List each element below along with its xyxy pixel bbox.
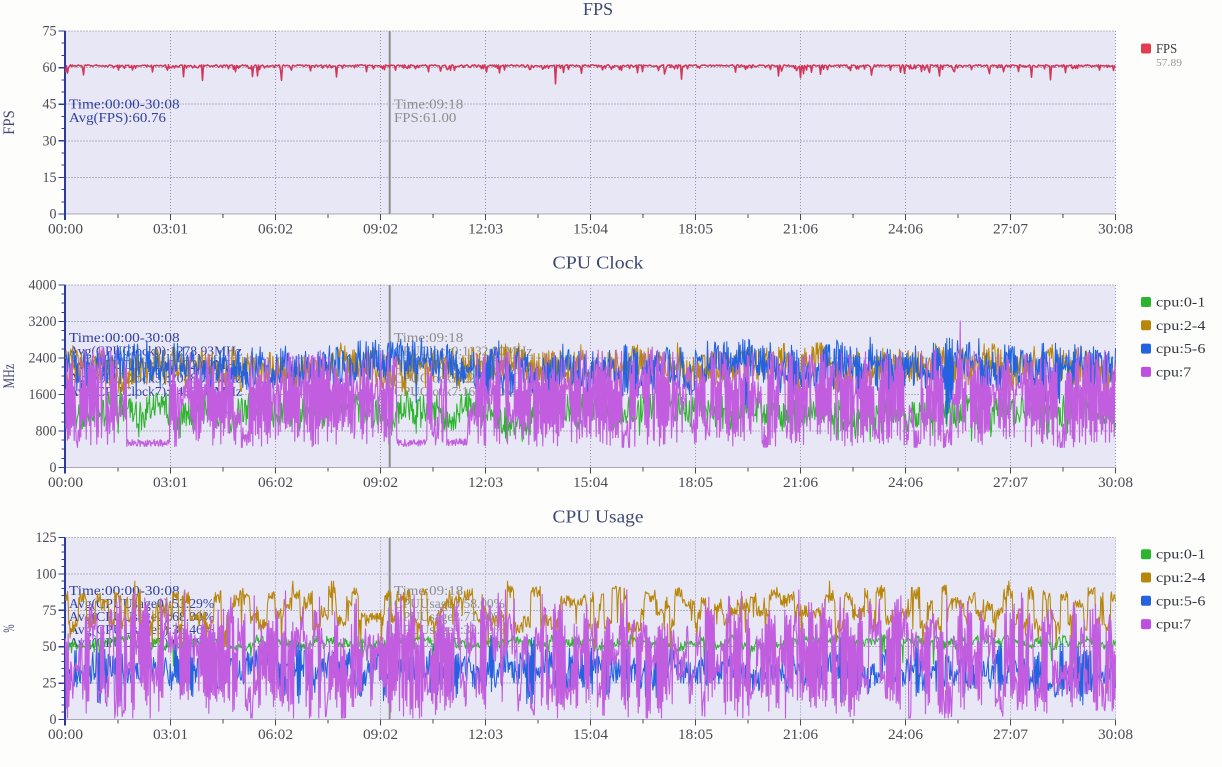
svg-text:15:04: 15:04 — [573, 222, 609, 238]
svg-text:cpu:7: cpu:7 — [1156, 618, 1191, 633]
svg-text:FPS: FPS — [1, 110, 18, 135]
svg-text:21:06: 21:06 — [783, 727, 819, 743]
svg-text:03:01: 03:01 — [153, 727, 188, 743]
svg-text:24:06: 24:06 — [888, 475, 924, 491]
svg-text:30: 30 — [43, 133, 57, 149]
svg-text:15:04: 15:04 — [573, 475, 609, 491]
svg-text:09:02: 09:02 — [363, 727, 398, 743]
svg-text:CPU Usage: CPU Usage — [553, 507, 644, 527]
svg-text:Time:09:18: Time:09:18 — [394, 584, 463, 599]
svg-text:0: 0 — [50, 712, 57, 728]
svg-text:FPS: FPS — [583, 0, 613, 19]
svg-text:MHz: MHz — [1, 364, 18, 389]
svg-text:800: 800 — [36, 424, 57, 440]
svg-text:cpu:0-1: cpu:0-1 — [1156, 296, 1205, 311]
svg-text:cpu:5-6: cpu:5-6 — [1156, 594, 1205, 609]
svg-text:FPS:61.00: FPS:61.00 — [394, 111, 456, 126]
svg-text:30:08: 30:08 — [1098, 475, 1133, 491]
svg-text:24:06: 24:06 — [888, 727, 924, 743]
svg-text:0: 0 — [50, 460, 57, 476]
svg-text:06:02: 06:02 — [258, 727, 293, 743]
svg-text:27:07: 27:07 — [993, 727, 1029, 743]
svg-text:0: 0 — [50, 207, 57, 223]
svg-text:03:01: 03:01 — [153, 222, 188, 238]
svg-text:60: 60 — [43, 60, 57, 76]
svg-text:06:02: 06:02 — [258, 475, 293, 491]
svg-text:18:05: 18:05 — [678, 222, 713, 238]
svg-text:cpu:0-1: cpu:0-1 — [1156, 548, 1205, 563]
svg-text:24:06: 24:06 — [888, 222, 924, 238]
svg-text:09:02: 09:02 — [363, 222, 398, 238]
svg-text:30:08: 30:08 — [1098, 222, 1133, 238]
svg-text:1600: 1600 — [29, 387, 57, 403]
svg-text:15:04: 15:04 — [573, 727, 609, 743]
svg-text:00:00: 00:00 — [48, 222, 83, 238]
svg-text:Avg(FPS):60.76: Avg(FPS):60.76 — [69, 111, 166, 126]
svg-text:%: % — [1, 624, 18, 632]
svg-text:00:00: 00:00 — [48, 475, 83, 491]
svg-text:18:05: 18:05 — [678, 727, 713, 743]
svg-text:12:03: 12:03 — [468, 222, 503, 238]
svg-text:03:01: 03:01 — [153, 475, 188, 491]
svg-text:57.89: 57.89 — [1156, 57, 1183, 69]
svg-text:CPU Clock: CPU Clock — [553, 253, 644, 273]
svg-text:FPS: FPS — [1156, 42, 1177, 57]
svg-text:Time:00:00-30:08: Time:00:00-30:08 — [69, 331, 180, 346]
svg-text:cpu:2-4: cpu:2-4 — [1156, 571, 1205, 586]
svg-text:CPUClock7:1612.00MHz: CPUClock7:1612.00MHz — [394, 385, 532, 400]
svg-text:45: 45 — [43, 97, 57, 113]
svg-text:100: 100 — [36, 566, 57, 582]
svg-text:30:08: 30:08 — [1098, 727, 1133, 743]
svg-text:00:00: 00:00 — [48, 727, 83, 743]
svg-text:15: 15 — [43, 170, 57, 186]
svg-text:4000: 4000 — [29, 278, 57, 294]
svg-text:12:03: 12:03 — [468, 727, 503, 743]
svg-text:50: 50 — [43, 639, 57, 655]
svg-text:cpu:7: cpu:7 — [1156, 365, 1191, 380]
svg-text:75: 75 — [43, 603, 57, 619]
svg-text:21:06: 21:06 — [783, 222, 819, 238]
svg-text:12:03: 12:03 — [468, 475, 503, 491]
svg-text:Time:00:00-30:08: Time:00:00-30:08 — [69, 98, 180, 113]
svg-text:125: 125 — [36, 530, 57, 546]
svg-text:cpu:5-6: cpu:5-6 — [1156, 342, 1205, 357]
svg-text:09:02: 09:02 — [363, 475, 398, 491]
svg-text:06:02: 06:02 — [258, 222, 293, 238]
svg-text:Time:00:00-30:08: Time:00:00-30:08 — [69, 584, 180, 599]
svg-text:27:07: 27:07 — [993, 222, 1029, 238]
svg-text:cpu:2-4: cpu:2-4 — [1156, 319, 1205, 334]
svg-text:25: 25 — [43, 676, 57, 692]
svg-text:2400: 2400 — [29, 351, 57, 367]
svg-text:75: 75 — [43, 24, 57, 40]
svg-text:21:06: 21:06 — [783, 475, 819, 491]
svg-text:Time:09:18: Time:09:18 — [394, 98, 463, 113]
svg-text:3200: 3200 — [29, 314, 57, 330]
svg-text:27:07: 27:07 — [993, 475, 1029, 491]
svg-text:18:05: 18:05 — [678, 475, 713, 491]
svg-text:Time:09:18: Time:09:18 — [394, 331, 463, 346]
